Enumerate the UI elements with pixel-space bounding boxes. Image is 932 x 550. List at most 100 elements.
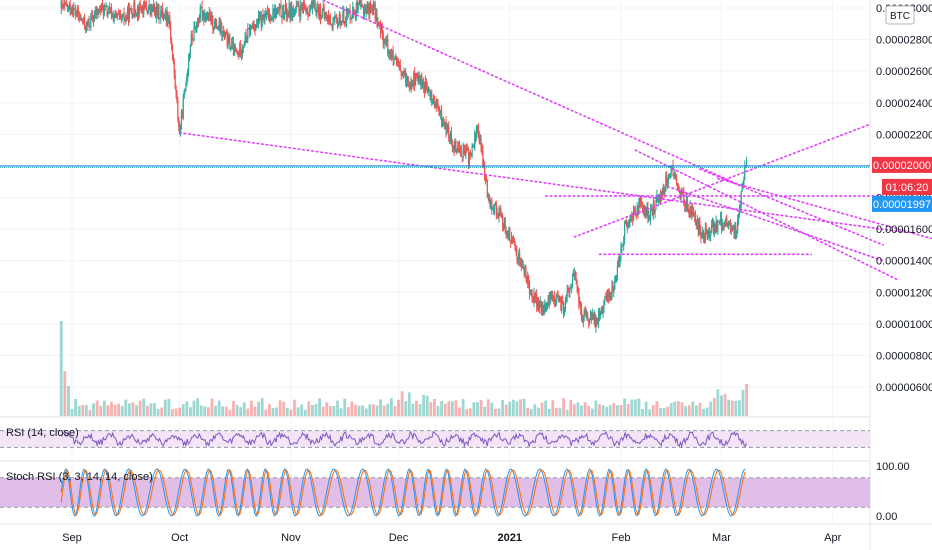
candle-body bbox=[362, 7, 365, 16]
candle-body bbox=[369, 3, 371, 15]
candle-body bbox=[432, 100, 434, 102]
candle-body bbox=[410, 79, 412, 88]
volume-bar bbox=[511, 399, 515, 416]
candle-body bbox=[623, 222, 626, 240]
candle-body bbox=[732, 229, 734, 231]
candle-body bbox=[358, 2, 360, 4]
volume-bar bbox=[486, 399, 490, 416]
candle-body bbox=[413, 72, 415, 86]
candle-body bbox=[561, 300, 563, 311]
volume-bar bbox=[357, 405, 361, 416]
volume-bar bbox=[138, 400, 142, 416]
candle-body bbox=[158, 5, 160, 19]
candle-body bbox=[329, 16, 331, 25]
candle-body bbox=[510, 241, 512, 242]
volume-bar bbox=[386, 403, 390, 416]
trendline bbox=[178, 131, 906, 234]
candle-body bbox=[124, 18, 126, 22]
candle-body bbox=[296, 6, 298, 7]
price-tick-label: 0.00001400 bbox=[876, 256, 932, 268]
candle-body bbox=[482, 150, 484, 167]
volume-bar bbox=[529, 408, 533, 416]
candle-body bbox=[279, 5, 281, 7]
candle-body bbox=[501, 214, 503, 217]
candle-body bbox=[115, 11, 117, 14]
candle-body bbox=[729, 224, 732, 229]
candle-body bbox=[606, 294, 609, 302]
volume-bar bbox=[217, 400, 221, 416]
candle-body bbox=[683, 192, 685, 205]
volume-bar bbox=[738, 400, 741, 416]
candle-body bbox=[221, 25, 223, 36]
candle-body bbox=[205, 17, 208, 21]
candle-body bbox=[627, 224, 629, 228]
candle-body bbox=[201, 6, 203, 17]
candle-body bbox=[693, 211, 695, 217]
trendlines[interactable] bbox=[178, 0, 932, 281]
candle-body bbox=[504, 218, 506, 232]
candle-body bbox=[543, 310, 545, 313]
candle-body bbox=[185, 86, 187, 89]
candle-body bbox=[301, 3, 303, 9]
volume-bar bbox=[224, 406, 228, 416]
candle-body bbox=[664, 190, 666, 193]
volume-bar bbox=[239, 407, 243, 416]
rsi-panel[interactable]: RSI (14, close) bbox=[0, 427, 870, 449]
candle-body bbox=[231, 42, 234, 44]
candle-body bbox=[402, 74, 404, 75]
candle-body bbox=[435, 101, 437, 108]
candle-body bbox=[342, 11, 344, 23]
candle-body bbox=[81, 17, 83, 22]
candle-body bbox=[696, 220, 698, 225]
candle-body bbox=[160, 11, 162, 18]
price-tick-label: 0.00001000 bbox=[876, 319, 932, 331]
candle-body bbox=[398, 65, 401, 67]
horizontal-level-line[interactable] bbox=[0, 165, 870, 168]
candle-body bbox=[422, 83, 424, 87]
candle-body bbox=[284, 11, 286, 15]
candle-body bbox=[323, 7, 325, 16]
trendline bbox=[717, 177, 932, 240]
candle-body bbox=[353, 7, 355, 13]
candle-body bbox=[366, 5, 368, 10]
candle-body bbox=[70, 12, 72, 14]
price-tag-label: 0.00002000 bbox=[873, 160, 931, 172]
candle-body bbox=[263, 20, 265, 22]
candle-body bbox=[267, 11, 270, 18]
candle-body bbox=[579, 301, 581, 304]
candle-body bbox=[336, 17, 339, 27]
candle-body bbox=[319, 6, 322, 19]
candle-body bbox=[299, 10, 301, 17]
volume-bar bbox=[580, 405, 583, 416]
candle-body bbox=[598, 312, 601, 316]
volume-bar bbox=[450, 401, 454, 416]
candle-body bbox=[90, 16, 92, 28]
volume-bar bbox=[393, 406, 397, 416]
time-axis[interactable]: Sep Oct Nov Dec 2021 Feb Mar Apr bbox=[62, 532, 841, 544]
candle-body bbox=[662, 187, 664, 195]
stoch-rsi-panel[interactable]: Stoch RSI (3, 3, 14, 14, close) 100.00 0… bbox=[0, 461, 910, 523]
volume-bar bbox=[433, 398, 436, 416]
candle-body bbox=[188, 52, 191, 60]
candle-body bbox=[151, 5, 153, 12]
candle-body bbox=[362, 6, 364, 8]
candle-body bbox=[490, 201, 492, 207]
candle-body bbox=[277, 10, 279, 12]
candle-body bbox=[404, 71, 406, 73]
candle-body bbox=[707, 233, 709, 237]
candle-body bbox=[255, 24, 257, 31]
candle-body bbox=[452, 146, 454, 148]
candle-body bbox=[476, 126, 479, 128]
volume-bar bbox=[461, 399, 465, 416]
candle-body bbox=[114, 11, 116, 17]
candle-body bbox=[140, 8, 142, 12]
candle-body bbox=[218, 22, 220, 29]
candle-body bbox=[545, 303, 547, 309]
candle-body bbox=[472, 145, 474, 147]
candle-body bbox=[66, 2, 68, 6]
volume-bar bbox=[74, 398, 77, 416]
candle-body bbox=[199, 7, 201, 21]
candle-body bbox=[654, 209, 656, 214]
candle-body bbox=[364, 9, 366, 14]
